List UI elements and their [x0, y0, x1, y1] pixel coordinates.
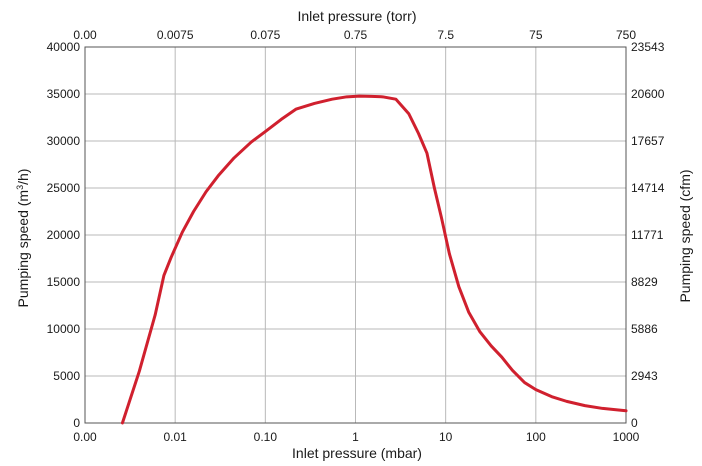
y-tick-left-4: 20000: [47, 228, 81, 242]
y-tick-left-6: 30000: [47, 134, 81, 148]
y-tick-left-2: 10000: [47, 322, 81, 336]
y-tick-right-8: 23543: [631, 40, 665, 54]
x-tick-bottom-3: 1: [352, 430, 359, 444]
x-tick-top-4: 7.5: [437, 28, 454, 42]
y-tick-right-1: 2943: [631, 369, 658, 383]
y-tick-right-6: 17657: [631, 134, 665, 148]
x-tick-bottom-4: 10: [439, 430, 453, 444]
y-tick-left-0: 0: [73, 416, 80, 430]
y-tick-left-7: 35000: [47, 87, 81, 101]
y-tick-right-4: 11771: [631, 228, 664, 242]
series-layer: [120, 94, 628, 425]
x-tick-top-1: 0.0075: [157, 28, 194, 42]
y-axis-title-left-prefix: Pumping speed (m: [15, 190, 31, 308]
y-tick-left-5: 25000: [47, 181, 81, 195]
y-tick-right-3: 8829: [631, 275, 658, 289]
x-tick-bottom-5: 100: [526, 430, 546, 444]
x-tick-top-5: 75: [529, 28, 543, 42]
x-tick-top-0: 0.00: [73, 28, 97, 42]
x-axis-title-top: Inlet pressure (torr): [297, 8, 416, 24]
y-axis-title-left: Pumping speed (m3/h): [15, 169, 31, 308]
plot-frame: [84, 46, 627, 424]
x-tick-bottom-0: 0.00: [73, 430, 97, 444]
x-tick-bottom-1: 0.01: [163, 430, 187, 444]
pumping-speed-line-0: [120, 94, 628, 425]
y-tick-right-7: 20600: [631, 87, 665, 101]
y-tick-right-5: 14714: [631, 181, 665, 195]
y-axis-title-left-suffix: /h): [15, 169, 31, 185]
x-tick-bottom-2: 0.10: [254, 430, 278, 444]
y-axis-title-left-sup: 3: [15, 185, 25, 190]
y-tick-left-1: 5000: [53, 369, 80, 383]
y-tick-left-8: 40000: [47, 40, 81, 54]
y-tick-right-0: 0: [631, 416, 638, 430]
y-tick-right-2: 5886: [631, 322, 658, 336]
y-axis-title-right: Pumping speed (cfm): [677, 169, 693, 302]
tick-labels: 0.00 0.01 0.10 1 10 100 1000 0.00 0.0075 0.075 0.7…: [47, 28, 665, 444]
x-tick-top-6: 750: [616, 28, 636, 42]
x-axis-title-bottom: Inlet pressure (mbar): [292, 445, 422, 461]
x-tick-bottom-6: 1000: [613, 430, 640, 444]
x-tick-top-2: 0.075: [250, 28, 280, 42]
x-tick-top-3: 0.75: [344, 28, 368, 42]
y-tick-left-3: 15000: [47, 275, 81, 289]
